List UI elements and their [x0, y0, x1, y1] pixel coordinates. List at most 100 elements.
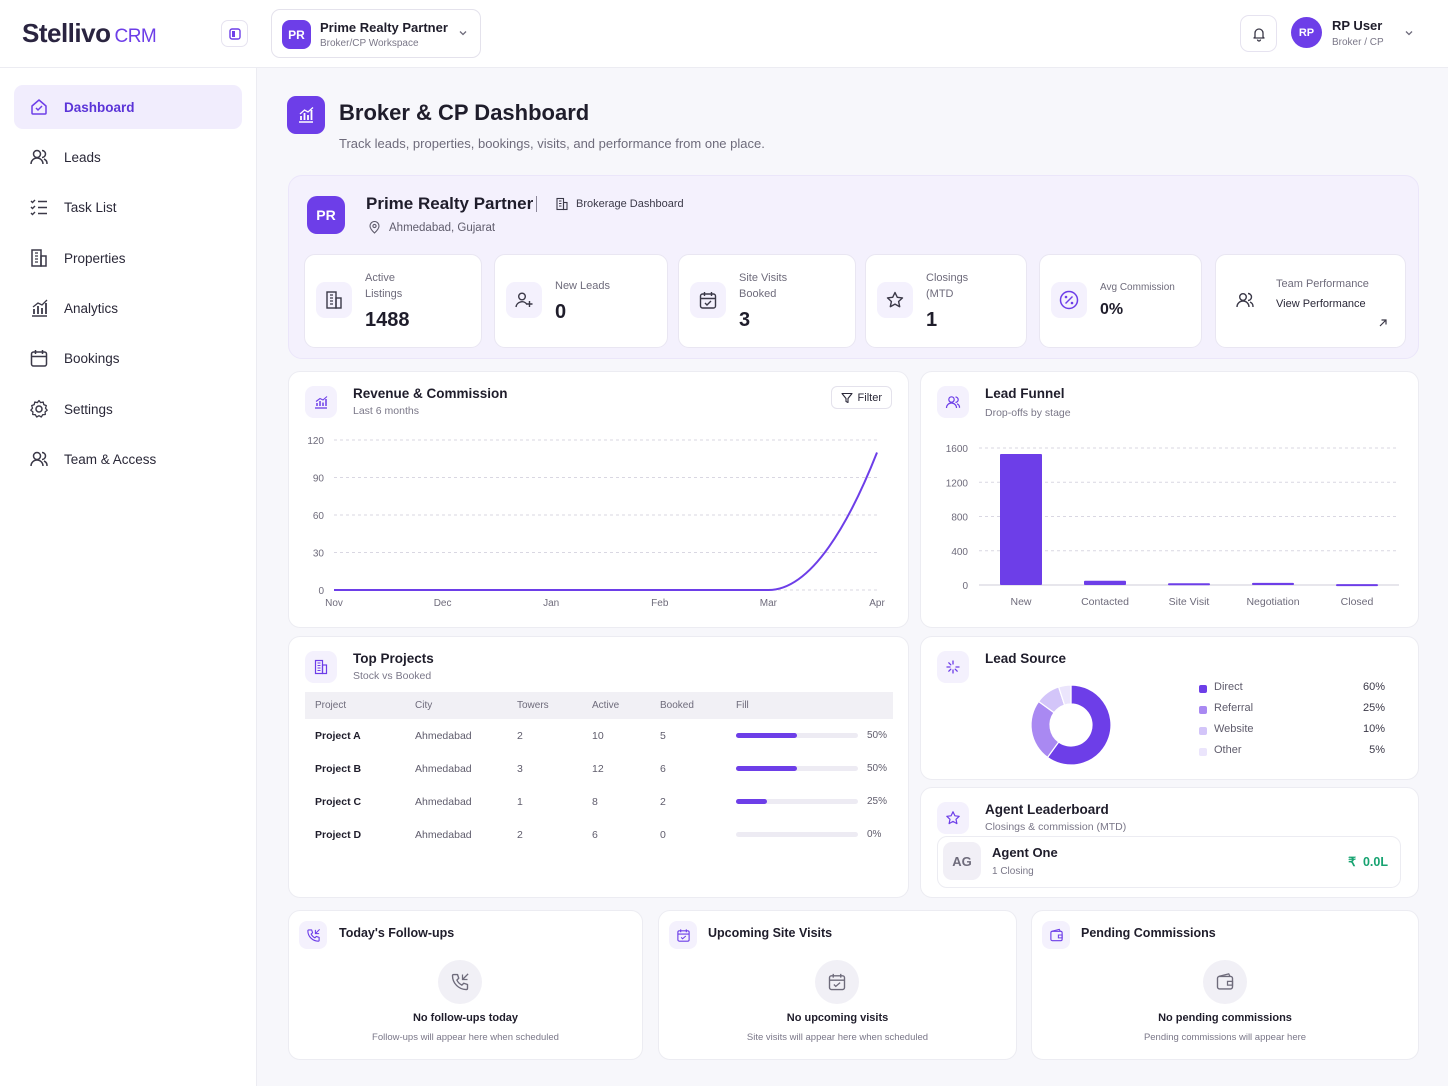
user-avatar[interactable]: RP [1291, 17, 1322, 48]
project-city: Ahmedabad [415, 762, 472, 775]
notifications-button[interactable] [1240, 15, 1277, 52]
column-header: City [415, 700, 433, 711]
stat-value: 1488 [365, 309, 410, 331]
task-list-icon [28, 196, 50, 218]
sidebar-item-team-access[interactable]: Team & Access [14, 437, 242, 481]
empty-state-subtitle: Site visits will appear here when schedu… [746, 1032, 929, 1043]
funnel-bar [1084, 580, 1126, 585]
fill-bar [736, 766, 858, 772]
calendar-icon [28, 347, 50, 369]
pending-commissions-card: Pending Commissions No pending commissio… [1031, 910, 1419, 1060]
project-booked: 2 [660, 795, 666, 808]
project-towers: 1 [517, 795, 523, 808]
sidebar-item-analytics[interactable]: Analytics [14, 286, 242, 330]
currency-symbol: ₹ [1348, 855, 1357, 869]
org-location-text: Ahmedabad, Gujarat [389, 221, 496, 234]
legend-name: Website [1214, 723, 1254, 735]
sidebar-item-settings[interactable]: Settings [14, 387, 242, 431]
location-pin-icon [369, 221, 380, 234]
sidebar-item-label: Leads [64, 149, 101, 165]
fill-percent: 50% [867, 763, 888, 775]
gear-icon [28, 398, 50, 420]
section-title: Lead Funnel [985, 386, 1065, 401]
fill-bar-value [736, 799, 767, 805]
divider [536, 196, 537, 212]
stat-label-line: (MTD [926, 288, 954, 300]
legend-item: Referral 25% [1199, 702, 1385, 723]
app-logo[interactable]: Stellivo CRM [22, 18, 157, 49]
stat-active-listings[interactable]: Active Listings 1488 [304, 254, 482, 348]
star-icon [937, 802, 969, 834]
star-icon [877, 282, 913, 318]
column-header: Active [592, 700, 620, 711]
funnel-bar [1252, 582, 1294, 585]
stat-label: Active Listings [365, 270, 402, 302]
team-performance-title: Team Performance [1276, 278, 1369, 290]
project-towers: 3 [517, 762, 523, 775]
table-row[interactable]: Project D Ahmedabad 2 6 0 0% [305, 818, 893, 851]
table-row[interactable]: Project C Ahmedabad 1 8 2 25% [305, 785, 893, 818]
site-visits-card: Upcoming Site Visits No upcoming visits … [658, 910, 1017, 1060]
calendar-icon [669, 921, 697, 949]
empty-state-title: No upcoming visits [786, 1012, 889, 1024]
sidebar-item-label: Settings [64, 401, 113, 417]
column-header: Towers [517, 700, 549, 711]
sidebar-item-properties[interactable]: Properties [14, 236, 242, 280]
sidebar-item-label: Analytics [64, 300, 119, 316]
stat-label-line: Booked [739, 288, 777, 300]
project-booked: 0 [660, 828, 666, 841]
table-row[interactable]: Project B Ahmedabad 3 12 6 50% [305, 752, 893, 785]
x-tick-label: Nov [325, 598, 343, 609]
user-menu-chevron-icon[interactable] [1404, 28, 1414, 38]
legend-swatch [1199, 727, 1207, 735]
stat-label-line: Active [365, 272, 395, 284]
sidebar-item-dashboard[interactable]: Dashboard [14, 85, 242, 129]
table-row[interactable]: Project A Ahmedabad 2 10 5 50% [305, 719, 893, 752]
y-tick-label: 60 [313, 511, 325, 522]
stat-new-leads[interactable]: New Leads 0 [494, 254, 668, 348]
sidebar-item-task-list[interactable]: Task List [14, 185, 242, 229]
x-tick-label: New [1010, 596, 1031, 608]
donut-slice [1046, 684, 1112, 766]
x-tick-label: Negotiation [1246, 596, 1299, 608]
stat-value: 3 [739, 309, 751, 331]
sidebar-item-label: Team & Access [64, 451, 157, 467]
legend-name: Referral [1214, 702, 1254, 714]
project-fill: 50% [726, 719, 893, 752]
fill-percent: 0% [867, 829, 882, 841]
project-city: Ahmedabad [415, 828, 472, 841]
sidebar-item-bookings[interactable]: Bookings [14, 336, 242, 380]
x-tick-label: Closed [1341, 596, 1374, 608]
project-name: Project A [315, 729, 361, 742]
legend-swatch [1199, 685, 1207, 693]
leaderboard-row[interactable]: AG Agent One 1 Closing ₹ 0.0L [937, 836, 1401, 888]
lead-funnel-bar-chart: 0 400 800 1200 1600 New Contacted Site Visit Neg… [946, 444, 1399, 608]
users-icon [28, 146, 50, 168]
stat-avg-commission[interactable]: Avg Commission 0% [1039, 254, 1202, 348]
filter-label: Filter [857, 391, 882, 404]
project-booked: 5 [660, 729, 666, 742]
stat-closings[interactable]: Closings (MTD 1 [865, 254, 1027, 348]
sidebar-toggle-button[interactable] [221, 20, 248, 47]
view-performance-link[interactable]: View Performance [1276, 298, 1366, 310]
sidebar-item-leads[interactable]: Leads [14, 135, 242, 179]
filter-button[interactable]: Filter [830, 386, 892, 409]
section-title: Revenue & Commission [353, 386, 508, 401]
workspace-subtitle: Broker/CP Workspace [320, 38, 419, 49]
stat-site-visits[interactable]: Site Visits Booked 3 [678, 254, 856, 348]
funnel-bar [1336, 584, 1378, 587]
workspace-avatar: PR [282, 20, 311, 49]
section-subtitle: Stock vs Booked [353, 670, 432, 682]
chart-icon [28, 297, 50, 319]
empty-state-title: No follow-ups today [412, 1012, 519, 1024]
page-title: Broker & CP Dashboard [339, 100, 590, 125]
user-name[interactable]: RP User [1332, 18, 1383, 33]
column-header: Project [315, 700, 347, 711]
workspace-switcher[interactable]: PR Prime Realty Partner Broker/CP Worksp… [271, 9, 481, 58]
column-header: Fill [736, 700, 749, 711]
team-performance-link[interactable]: Team Performance View Performance [1215, 254, 1406, 348]
y-tick-label: 400 [951, 547, 968, 558]
fill-percent: 25% [867, 796, 888, 808]
arrow-up-right-icon[interactable] [1378, 318, 1388, 328]
user-role: Broker / CP [1332, 37, 1384, 48]
